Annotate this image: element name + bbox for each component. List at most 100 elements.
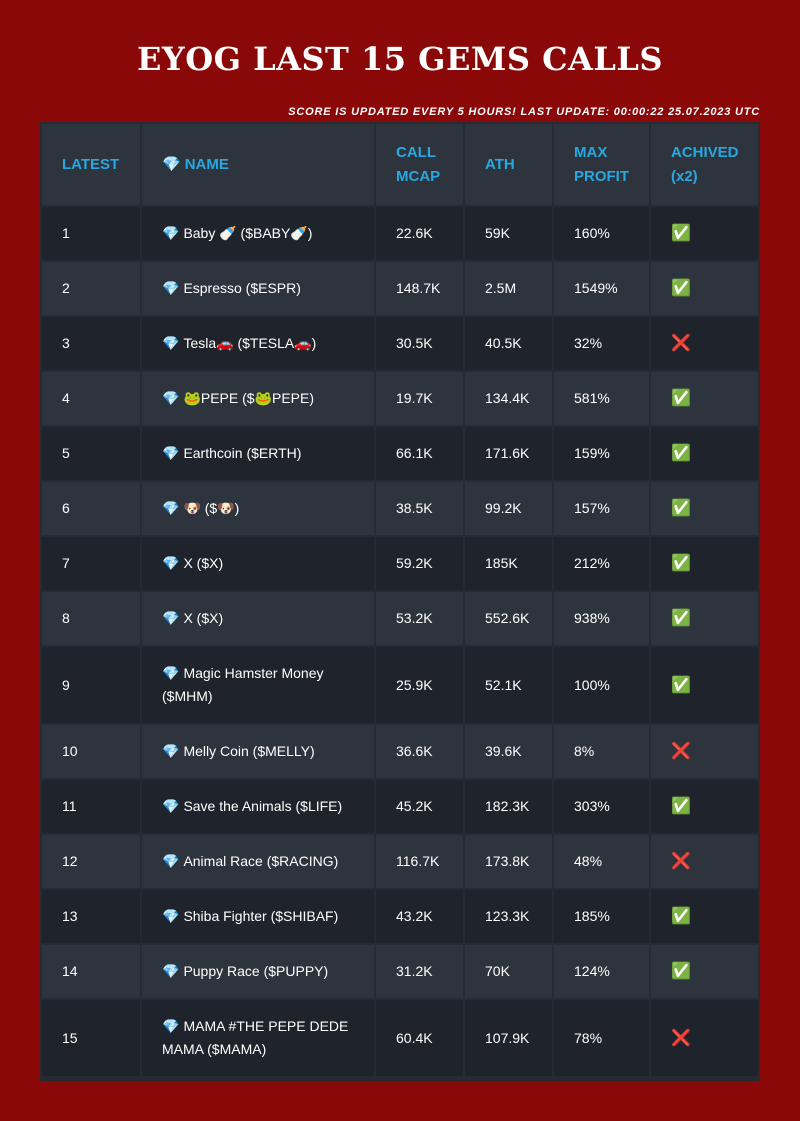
table-header-row: LATEST 💎 NAME CALL MCAP ATH MAX PROFIT AC…: [42, 124, 758, 205]
check-icon: ✅: [671, 555, 691, 572]
cell-latest: 6: [42, 482, 140, 535]
cell-max-profit: 159%: [554, 427, 649, 480]
table-row: 5 💎 Earthcoin ($ERTH) 66.1K 171.6K 159% ✅: [42, 427, 758, 480]
token-name: Baby 🍼 ($BABY🍼): [183, 225, 313, 241]
cell-ath: 40.5K: [465, 317, 552, 370]
token-name: Earthcoin ($ERTH): [183, 445, 302, 461]
gem-icon: 💎: [162, 610, 180, 626]
check-icon: ✅: [671, 676, 691, 694]
page-title: EYOG LAST 15 GEMS CALLS: [137, 40, 663, 78]
cell-achieved: ✅: [651, 592, 758, 645]
cell-ath: 171.6K: [465, 427, 552, 480]
gem-icon: 💎: [162, 225, 180, 241]
cell-max-profit: 212%: [554, 537, 649, 590]
cell-call-mcap: 38.5K: [376, 482, 463, 535]
cell-latest: 12: [42, 835, 140, 888]
cell-max-profit: 100%: [554, 647, 649, 723]
cell-name: 💎 MAMA #THE PEPE DEDE MAMA ($MAMA): [142, 1000, 374, 1076]
cell-ath: 173.8K: [465, 835, 552, 888]
cell-max-profit: 185%: [554, 890, 649, 943]
cell-call-mcap: 22.6K: [376, 207, 463, 260]
token-name: Melly Coin ($MELLY): [183, 743, 315, 759]
cell-name: 💎 Baby 🍼 ($BABY🍼): [142, 207, 374, 260]
cell-ath: 52.1K: [465, 647, 552, 723]
cell-latest: 5: [42, 427, 140, 480]
gem-icon: 💎: [162, 280, 180, 296]
cell-call-mcap: 43.2K: [376, 890, 463, 943]
cell-name: 💎 Tesla🚗 ($TESLA🚗): [142, 317, 374, 370]
table-row: 4 💎 🐸PEPE ($🐸PEPE) 19.7K 134.4K 581% ✅: [42, 372, 758, 425]
table-row: 9 💎 Magic Hamster Money ($MHM) 25.9K 52.1K 10…: [42, 647, 758, 723]
cell-achieved: ✅: [651, 945, 758, 998]
gem-icon: 💎: [162, 853, 180, 869]
cell-latest: 1: [42, 207, 140, 260]
cell-achieved: ✅: [651, 427, 758, 480]
cell-name: 💎 Puppy Race ($PUPPY): [142, 945, 374, 998]
token-name: Save the Animals ($LIFE): [183, 798, 343, 814]
cell-call-mcap: 30.5K: [376, 317, 463, 370]
gem-icon: 💎: [162, 335, 180, 351]
cell-call-mcap: 53.2K: [376, 592, 463, 645]
gem-icon: 💎: [162, 963, 180, 979]
cell-ath: 39.6K: [465, 725, 552, 778]
gem-icon: 💎: [162, 155, 181, 173]
column-header-name: 💎 NAME: [142, 124, 374, 205]
cross-icon: ❌: [671, 743, 691, 760]
gems-calls-table: LATEST 💎 NAME CALL MCAP ATH MAX PROFIT AC…: [40, 122, 760, 1081]
cell-achieved: ✅: [651, 207, 758, 260]
column-header-max-profit: MAX PROFIT: [554, 124, 649, 205]
cell-name: 💎 🐸PEPE ($🐸PEPE): [142, 372, 374, 425]
check-icon: ✅: [671, 225, 691, 242]
cell-latest: 11: [42, 780, 140, 833]
cell-latest: 9: [42, 647, 140, 723]
cell-max-profit: 938%: [554, 592, 649, 645]
table-row: 2 💎 Espresso ($ESPR) 148.7K 2.5M 1549% ✅: [42, 262, 758, 315]
cell-latest: 3: [42, 317, 140, 370]
cell-max-profit: 303%: [554, 780, 649, 833]
cell-achieved: ❌: [651, 317, 758, 370]
cell-latest: 14: [42, 945, 140, 998]
gem-icon: 💎: [162, 743, 180, 759]
column-header-ath: ATH: [465, 124, 552, 205]
cell-achieved: ✅: [651, 262, 758, 315]
cell-max-profit: 581%: [554, 372, 649, 425]
cell-achieved: ❌: [651, 835, 758, 888]
gem-icon: 💎: [162, 908, 180, 924]
check-icon: ✅: [671, 798, 691, 815]
cell-name: 💎 X ($X): [142, 537, 374, 590]
cell-achieved: ✅: [651, 372, 758, 425]
cross-icon: ❌: [671, 1029, 691, 1047]
check-icon: ✅: [671, 963, 691, 980]
cell-call-mcap: 25.9K: [376, 647, 463, 723]
token-name: 🐶 ($🐶): [183, 500, 240, 516]
table-row: 15 💎 MAMA #THE PEPE DEDE MAMA ($MAMA) 60.4K…: [42, 1000, 758, 1076]
token-name: Puppy Race ($PUPPY): [183, 963, 329, 979]
table-row: 14 💎 Puppy Race ($PUPPY) 31.2K 70K 124% ✅: [42, 945, 758, 998]
cell-name: 💎 Melly Coin ($MELLY): [142, 725, 374, 778]
check-icon: ✅: [671, 390, 691, 407]
token-name: Espresso ($ESPR): [183, 280, 301, 296]
cell-achieved: ✅: [651, 537, 758, 590]
cell-call-mcap: 66.1K: [376, 427, 463, 480]
token-name: X ($X): [183, 610, 224, 626]
cell-call-mcap: 116.7K: [376, 835, 463, 888]
token-name: 🐸PEPE ($🐸PEPE): [183, 390, 315, 406]
gem-icon: 💎: [162, 1018, 180, 1034]
table-row: 7 💎 X ($X) 59.2K 185K 212% ✅: [42, 537, 758, 590]
cell-max-profit: 160%: [554, 207, 649, 260]
check-icon: ✅: [671, 445, 691, 462]
cell-max-profit: 48%: [554, 835, 649, 888]
cell-achieved: ✅: [651, 890, 758, 943]
cell-max-profit: 157%: [554, 482, 649, 535]
cell-max-profit: 8%: [554, 725, 649, 778]
cell-name: 💎 Save the Animals ($LIFE): [142, 780, 374, 833]
cell-latest: 2: [42, 262, 140, 315]
table-row: 13 💎 Shiba Fighter ($SHIBAF) 43.2K 123.3K 185…: [42, 890, 758, 943]
cell-name: 💎 Animal Race ($RACING): [142, 835, 374, 888]
check-icon: ✅: [671, 500, 691, 517]
cell-ath: 134.4K: [465, 372, 552, 425]
column-header-name-label: NAME: [184, 155, 229, 173]
cell-max-profit: 78%: [554, 1000, 649, 1076]
cell-latest: 13: [42, 890, 140, 943]
cell-ath: 59K: [465, 207, 552, 260]
